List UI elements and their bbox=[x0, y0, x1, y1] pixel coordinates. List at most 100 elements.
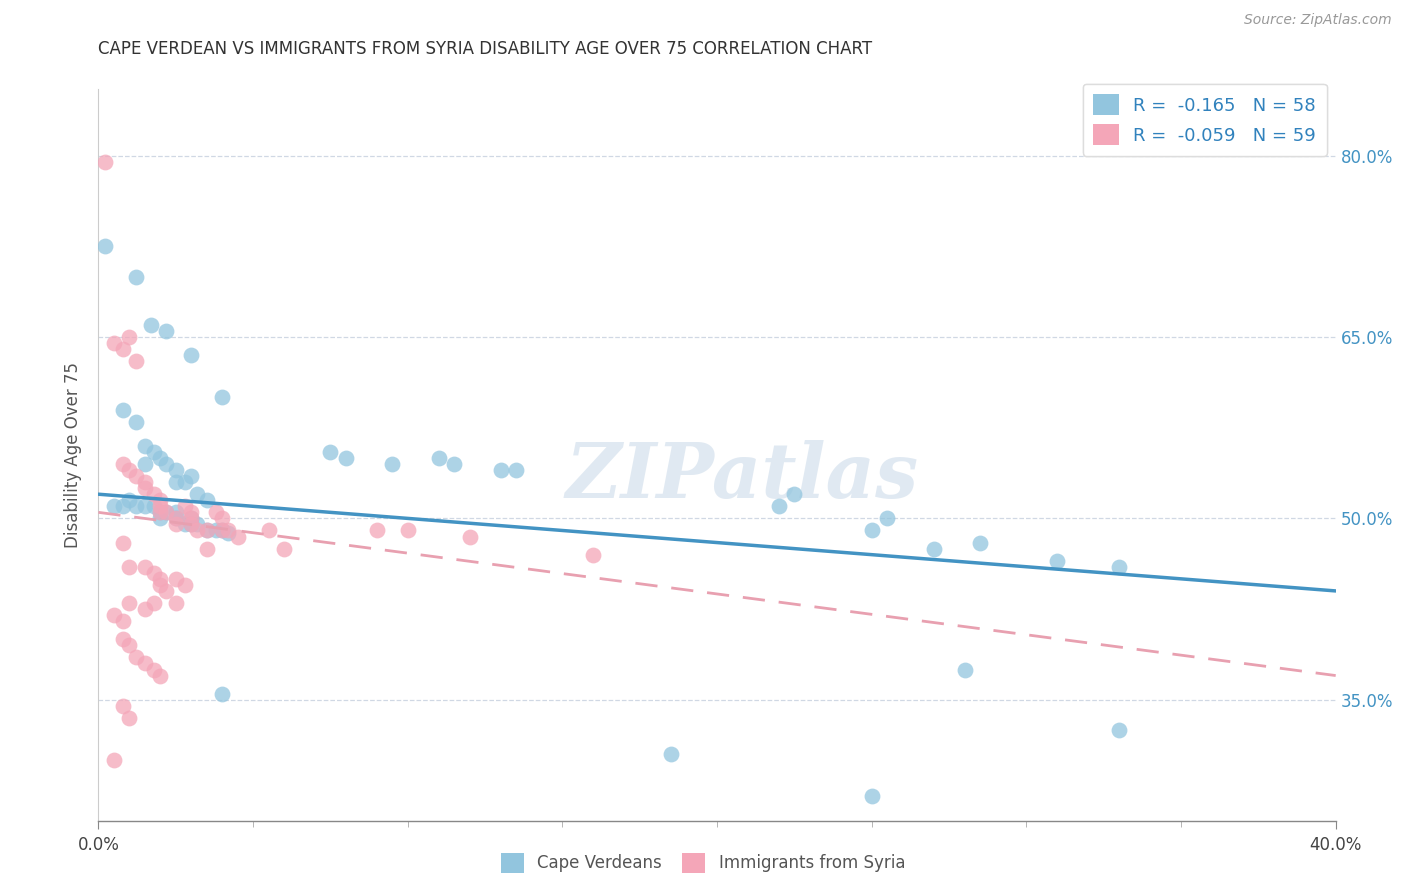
Point bbox=[149, 668, 172, 682]
Point bbox=[186, 487, 208, 501]
Point bbox=[443, 457, 465, 471]
Text: Source: ZipAtlas.com: Source: ZipAtlas.com bbox=[1244, 13, 1392, 28]
Point bbox=[155, 505, 177, 519]
Point bbox=[180, 517, 202, 532]
Point bbox=[335, 450, 357, 465]
Point bbox=[659, 747, 682, 761]
Point bbox=[112, 457, 135, 471]
Point bbox=[366, 524, 388, 538]
Point bbox=[118, 493, 141, 508]
Point bbox=[155, 583, 177, 598]
Point bbox=[118, 711, 141, 725]
Point bbox=[118, 463, 141, 477]
Point bbox=[149, 500, 172, 514]
Point bbox=[118, 596, 141, 610]
Point bbox=[112, 535, 135, 549]
Point bbox=[458, 529, 481, 543]
Point bbox=[155, 324, 177, 338]
Point bbox=[124, 469, 146, 483]
Point bbox=[139, 318, 162, 332]
Point bbox=[118, 559, 141, 574]
Point bbox=[860, 524, 883, 538]
Point bbox=[273, 541, 295, 556]
Point bbox=[103, 753, 125, 767]
Point bbox=[155, 505, 177, 519]
Point bbox=[149, 511, 172, 525]
Point bbox=[143, 663, 166, 677]
Point bbox=[783, 487, 806, 501]
Point bbox=[143, 445, 166, 459]
Point bbox=[505, 463, 527, 477]
Point bbox=[205, 505, 228, 519]
Point bbox=[112, 614, 135, 628]
Point bbox=[489, 463, 512, 477]
Point bbox=[134, 657, 156, 671]
Y-axis label: Disability Age Over 75: Disability Age Over 75 bbox=[63, 362, 82, 548]
Point bbox=[195, 493, 218, 508]
Point bbox=[257, 524, 280, 538]
Point bbox=[124, 415, 146, 429]
Point bbox=[195, 524, 218, 538]
Point bbox=[103, 608, 125, 623]
Point bbox=[93, 239, 115, 253]
Point bbox=[211, 524, 233, 538]
Point bbox=[226, 529, 249, 543]
Point bbox=[1046, 554, 1069, 568]
Point bbox=[149, 572, 172, 586]
Point bbox=[186, 524, 208, 538]
Point bbox=[149, 505, 172, 519]
Point bbox=[112, 342, 135, 356]
Point bbox=[93, 154, 115, 169]
Point bbox=[165, 517, 187, 532]
Legend: Cape Verdeans, Immigrants from Syria: Cape Verdeans, Immigrants from Syria bbox=[494, 847, 912, 880]
Point bbox=[876, 511, 898, 525]
Point bbox=[211, 687, 233, 701]
Point bbox=[195, 524, 218, 538]
Point bbox=[211, 524, 233, 538]
Point bbox=[180, 348, 202, 362]
Point bbox=[180, 517, 202, 532]
Point bbox=[118, 330, 141, 344]
Point bbox=[143, 487, 166, 501]
Point bbox=[134, 500, 156, 514]
Point bbox=[1108, 723, 1130, 737]
Point bbox=[143, 500, 166, 514]
Point bbox=[165, 463, 187, 477]
Point bbox=[165, 596, 187, 610]
Point bbox=[149, 505, 172, 519]
Point bbox=[186, 517, 208, 532]
Point bbox=[149, 450, 172, 465]
Point bbox=[143, 596, 166, 610]
Point bbox=[112, 632, 135, 647]
Text: ZIPatlas: ZIPatlas bbox=[565, 440, 918, 514]
Point bbox=[124, 500, 146, 514]
Point bbox=[165, 505, 187, 519]
Point bbox=[195, 541, 218, 556]
Point bbox=[211, 511, 233, 525]
Point bbox=[103, 500, 125, 514]
Point bbox=[396, 524, 419, 538]
Point bbox=[180, 511, 202, 525]
Point bbox=[165, 475, 187, 489]
Point bbox=[165, 572, 187, 586]
Point bbox=[922, 541, 945, 556]
Point bbox=[860, 789, 883, 804]
Point bbox=[124, 269, 146, 284]
Point bbox=[174, 517, 197, 532]
Point bbox=[1108, 559, 1130, 574]
Point bbox=[134, 439, 156, 453]
Point bbox=[969, 535, 991, 549]
Point bbox=[217, 525, 239, 540]
Point bbox=[149, 578, 172, 592]
Point bbox=[165, 511, 187, 525]
Point bbox=[582, 548, 605, 562]
Point bbox=[180, 469, 202, 483]
Point bbox=[118, 638, 141, 652]
Point bbox=[165, 511, 187, 525]
Point bbox=[134, 475, 156, 489]
Point bbox=[319, 445, 342, 459]
Point bbox=[149, 493, 172, 508]
Point bbox=[134, 602, 156, 616]
Point bbox=[143, 566, 166, 580]
Point bbox=[211, 391, 233, 405]
